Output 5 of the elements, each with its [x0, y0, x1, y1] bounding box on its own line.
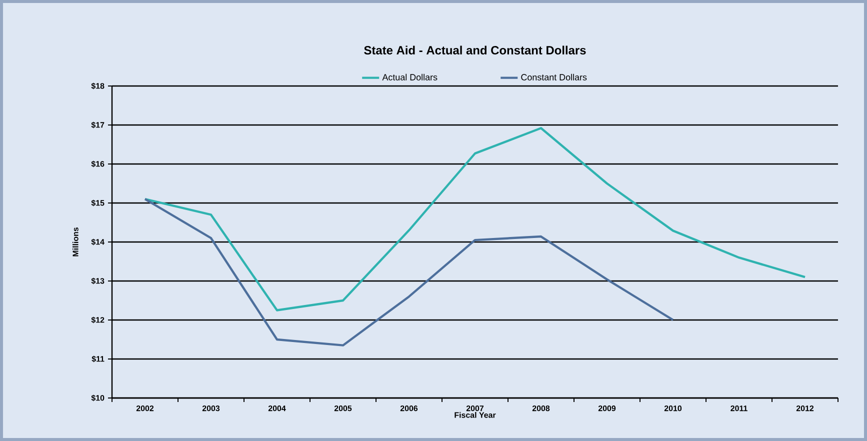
- line-series: [144, 127, 806, 312]
- legend-label: Actual Dollars: [382, 74, 438, 80]
- chart-title: State Aid - Actual and Constant Dollars: [364, 46, 586, 54]
- legend-label: Constant Dollars: [521, 74, 587, 80]
- line-series: [144, 198, 674, 346]
